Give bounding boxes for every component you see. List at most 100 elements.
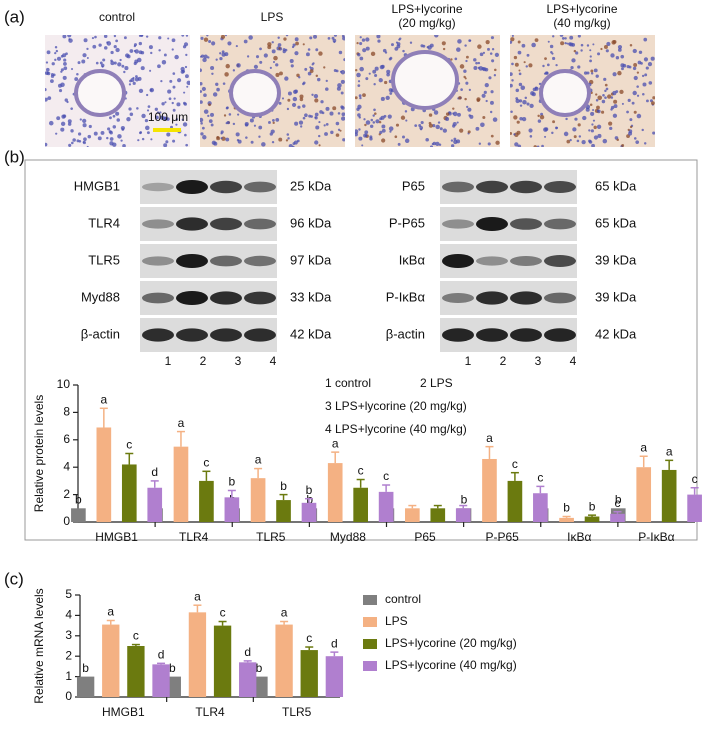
nucleus xyxy=(173,97,176,100)
nucleus xyxy=(563,131,569,137)
nucleus xyxy=(475,126,480,131)
nucleus xyxy=(110,61,115,66)
nucleus xyxy=(275,72,280,77)
nucleus xyxy=(405,119,408,122)
nucleus xyxy=(588,140,593,144)
nucleus xyxy=(615,56,620,60)
nucleus xyxy=(626,65,630,69)
protein-label: HMGB1 xyxy=(74,178,120,193)
nucleus xyxy=(246,55,250,58)
nucleus xyxy=(92,44,97,49)
nucleus xyxy=(248,35,253,40)
nucleus xyxy=(552,35,555,38)
nucleus xyxy=(482,115,486,120)
size-label: 65 kDa xyxy=(595,215,637,230)
nucleus xyxy=(225,63,230,69)
protein-label: P65 xyxy=(402,178,425,193)
nucleus xyxy=(589,49,592,52)
nucleus xyxy=(513,133,516,136)
nucleus xyxy=(157,64,161,69)
nucleus xyxy=(566,139,571,144)
nucleus xyxy=(145,35,149,38)
nucleus xyxy=(395,41,399,44)
nucleus xyxy=(404,138,410,144)
bar xyxy=(213,625,232,697)
y-tick-label: 4 xyxy=(63,459,70,473)
nucleus xyxy=(626,110,629,114)
nucleus xyxy=(373,83,376,86)
nucleus xyxy=(477,61,481,65)
legend-swatch xyxy=(363,595,377,605)
y-tick-label: 4 xyxy=(65,608,72,622)
nucleus xyxy=(106,136,109,140)
nucleus xyxy=(643,57,649,62)
nucleus xyxy=(182,122,188,127)
nucleus xyxy=(484,82,489,88)
nucleus xyxy=(181,118,184,121)
bar xyxy=(102,624,120,697)
nucleus xyxy=(235,132,240,137)
nucleus xyxy=(482,51,486,54)
nucleus xyxy=(591,123,594,126)
nucleus xyxy=(463,69,467,73)
legend-label: control xyxy=(385,592,421,606)
nucleus xyxy=(203,93,207,98)
nucleus xyxy=(636,85,639,88)
nucleus xyxy=(636,94,640,97)
nucleus xyxy=(651,101,655,106)
nucleus xyxy=(628,131,633,136)
bar xyxy=(275,624,293,697)
nucleus xyxy=(604,89,607,93)
nucleus xyxy=(355,96,358,100)
nucleus xyxy=(122,144,126,147)
nucleus xyxy=(138,41,142,46)
nucleus xyxy=(267,42,272,47)
nucleus xyxy=(70,129,74,133)
image-title: (20 mg/kg) xyxy=(398,16,455,30)
nucleus xyxy=(549,44,554,49)
significance-label: c xyxy=(383,469,389,483)
airway xyxy=(229,69,281,117)
nucleus xyxy=(77,61,81,65)
nucleus xyxy=(272,121,275,125)
nucleus xyxy=(589,55,592,58)
significance-label: a xyxy=(107,605,114,619)
significance-label: c xyxy=(220,606,226,620)
nucleus xyxy=(645,66,649,70)
protein-label: Myd88 xyxy=(81,289,120,304)
nucleus xyxy=(544,57,547,61)
bar xyxy=(76,676,95,697)
nucleus xyxy=(475,61,478,65)
nucleus xyxy=(139,35,144,37)
nucleus xyxy=(547,40,550,43)
blot-band xyxy=(210,180,242,194)
nucleus xyxy=(510,110,513,113)
nucleus xyxy=(384,51,388,54)
nucleus xyxy=(561,37,565,40)
nucleus xyxy=(70,68,74,71)
significance-label: a xyxy=(486,431,493,445)
size-label: 97 kDa xyxy=(290,252,332,267)
nucleus xyxy=(454,57,458,61)
nucleus xyxy=(588,129,591,132)
nucleus xyxy=(45,142,48,147)
nucleus xyxy=(272,119,275,122)
nucleus xyxy=(402,135,405,139)
nucleus xyxy=(278,101,282,105)
nucleus xyxy=(302,43,305,46)
significance-label: b xyxy=(256,661,263,675)
nucleus xyxy=(68,143,72,147)
nucleus xyxy=(144,119,149,123)
nucleus xyxy=(469,39,472,42)
nucleus xyxy=(299,94,304,99)
nucleus xyxy=(592,109,595,112)
nucleus xyxy=(170,125,174,129)
nucleus xyxy=(636,71,640,74)
nucleus xyxy=(420,120,424,125)
nucleus xyxy=(517,144,522,147)
nucleus xyxy=(596,124,602,129)
nucleus xyxy=(175,118,179,121)
nucleus xyxy=(339,70,343,73)
nucleus xyxy=(139,131,142,135)
blot-band xyxy=(244,218,276,230)
